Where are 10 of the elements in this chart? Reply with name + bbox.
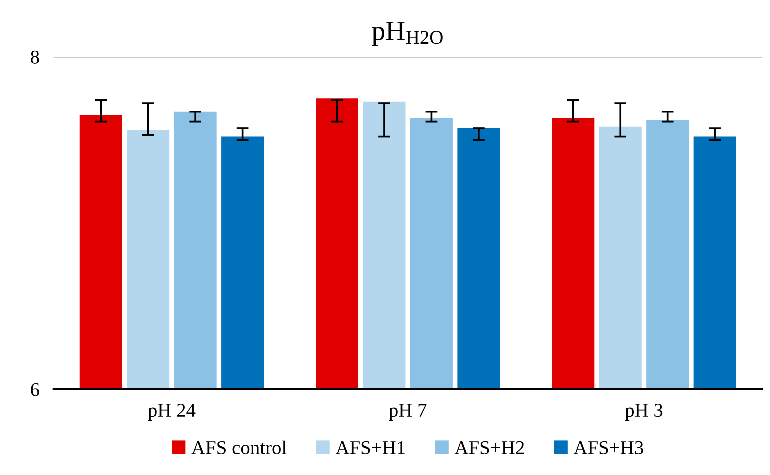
y-tick-label: 6 (31, 383, 40, 396)
legend-label: AFS+H1 (336, 441, 405, 454)
x-tick-label: pH 7 (389, 404, 427, 422)
legend-label: AFS+H3 (574, 441, 644, 454)
x-tick-label: pH 24 (148, 404, 196, 422)
x-tick-label: pH 3 (625, 404, 663, 422)
legend-label: AFS control (192, 440, 287, 454)
chart-title: pH$_{H2O}$ (372, 22, 443, 46)
legend-label: AFS+H2 (454, 441, 524, 454)
y-tick-label: 8 (31, 50, 40, 64)
